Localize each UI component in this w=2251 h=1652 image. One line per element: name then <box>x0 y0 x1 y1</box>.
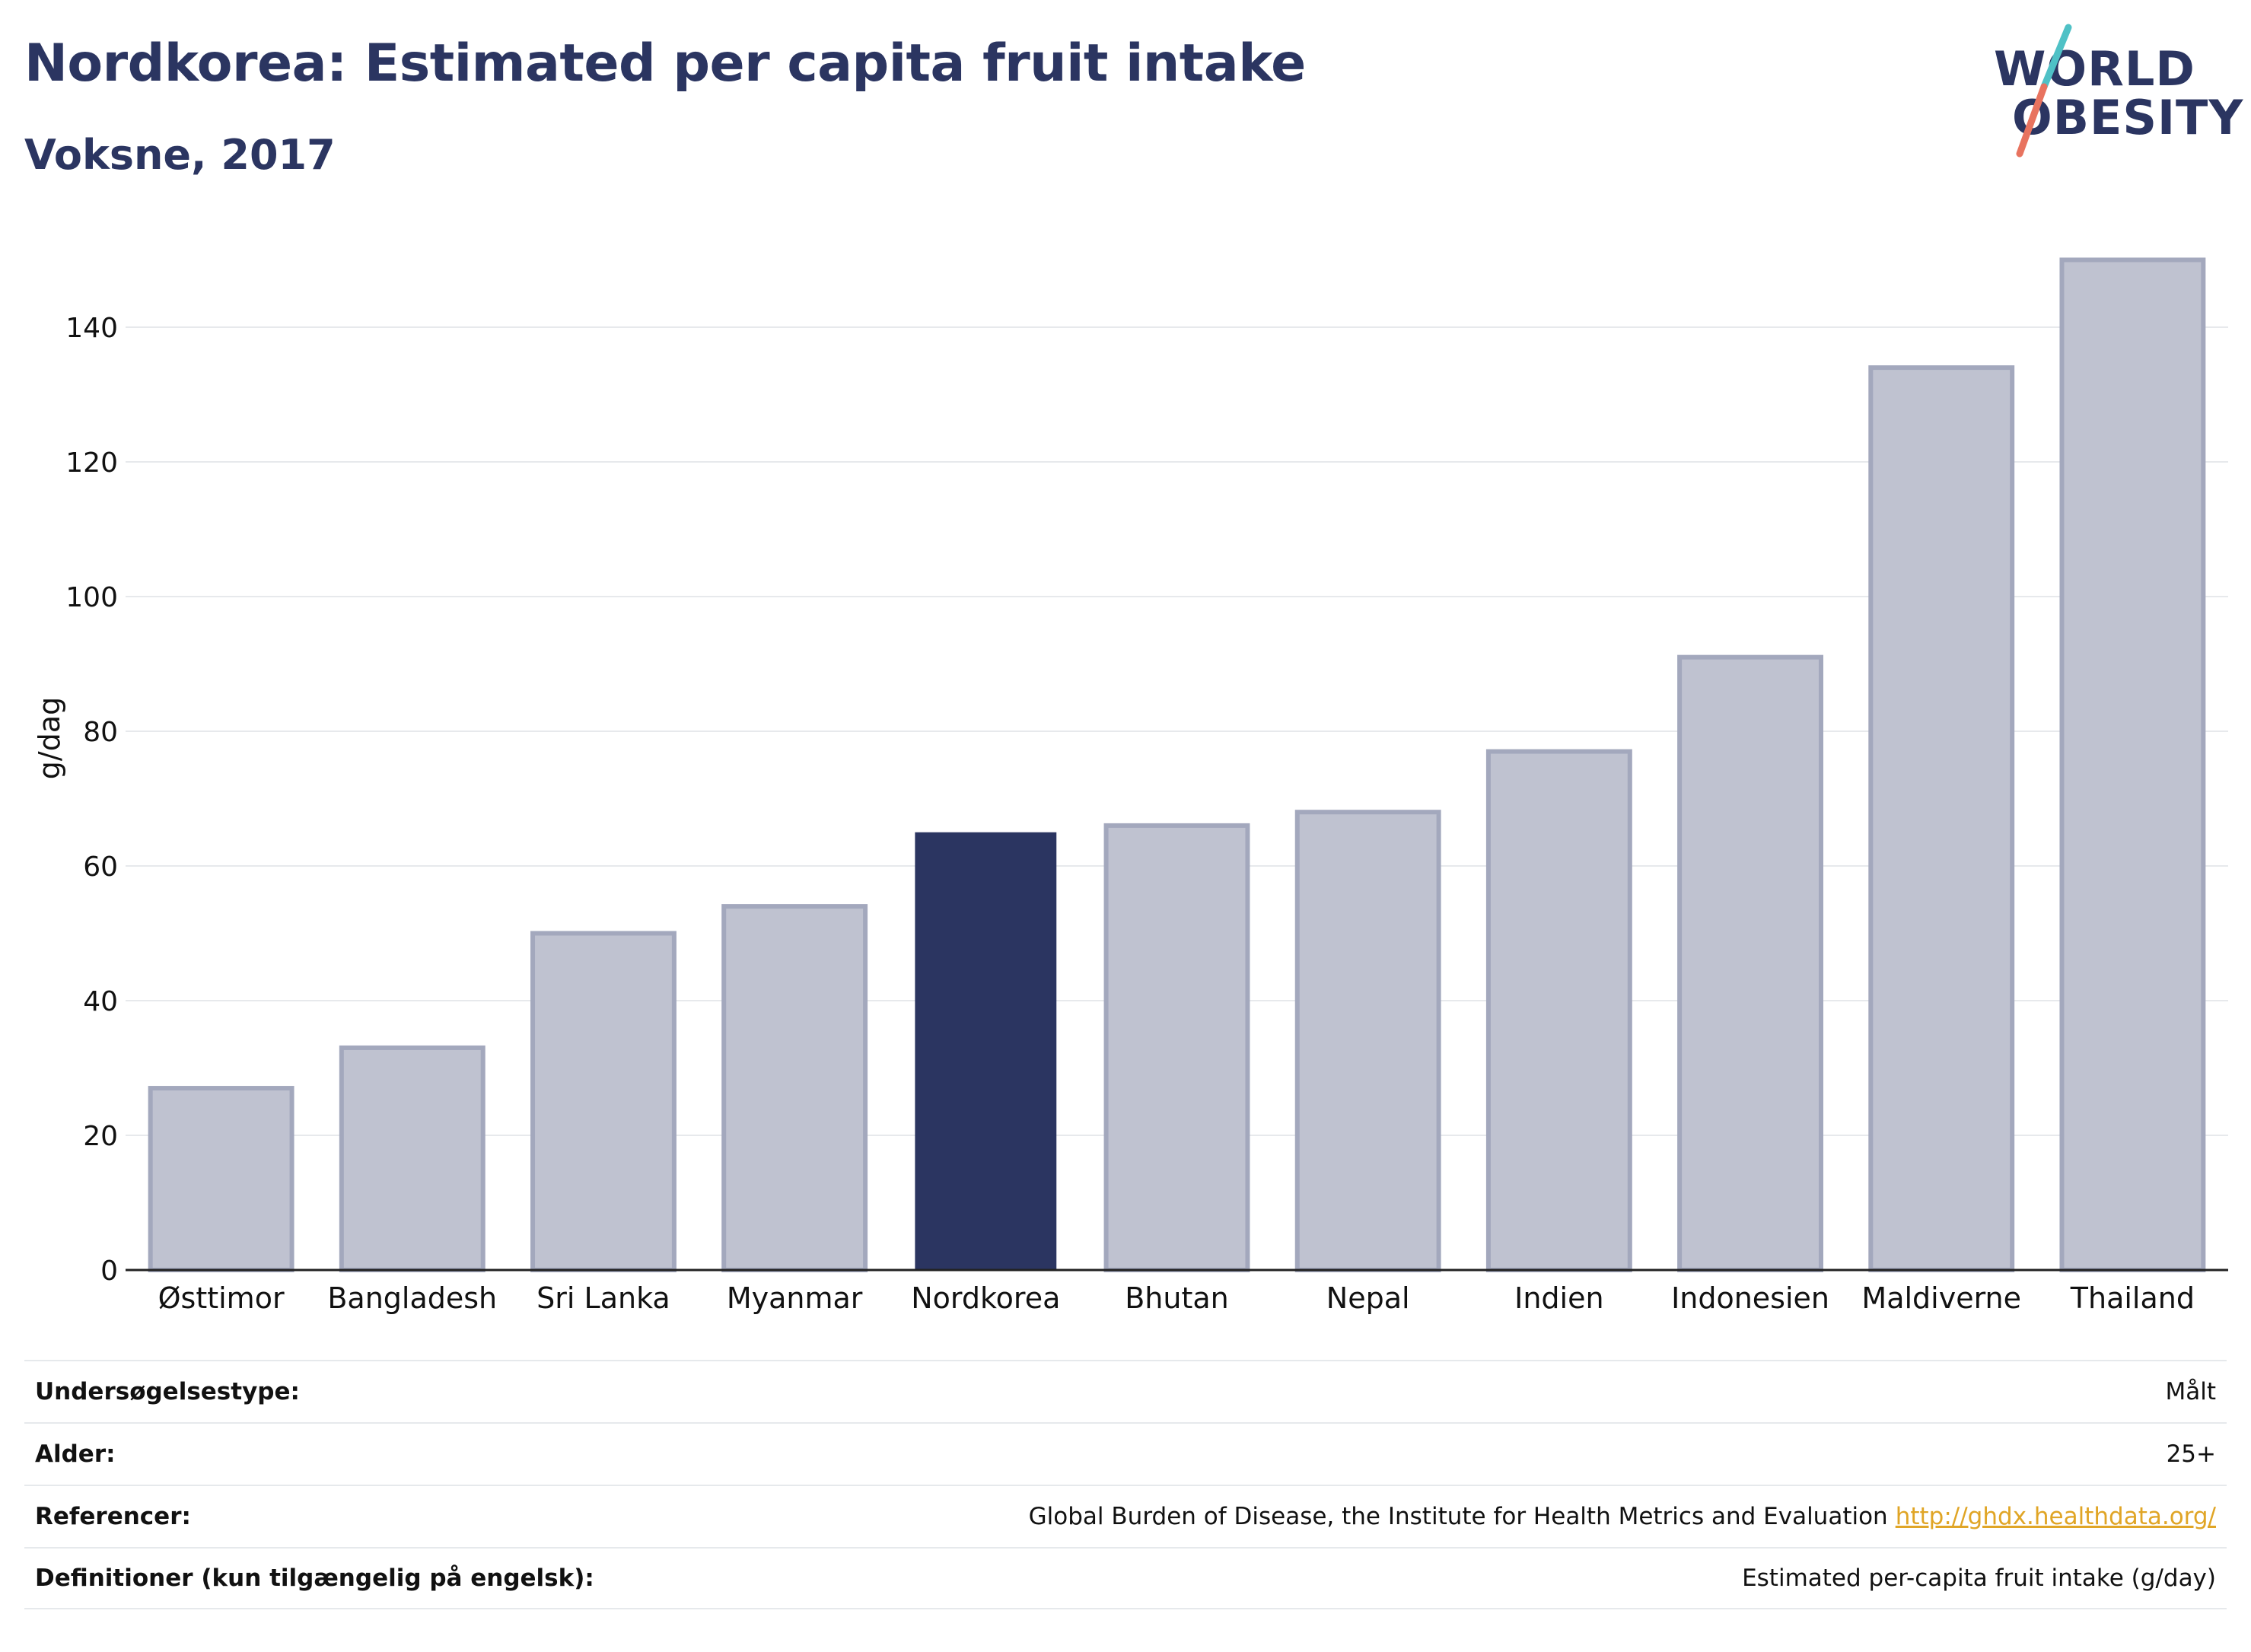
metadata-row: Undersøgelsestype: Målt <box>24 1360 2227 1422</box>
bars <box>148 257 2206 1273</box>
y-tick-label: 40 <box>83 986 118 1017</box>
bar-nordkorea[interactable] <box>915 832 1057 1270</box>
metadata-value-text: 25+ <box>2166 1440 2216 1468</box>
logo-line-1: WORLD <box>1994 41 2195 97</box>
y-tick-label: 20 <box>83 1121 118 1152</box>
metadata-value-text: Global Burden of Disease, the Institute … <box>1028 1503 1888 1530</box>
world-obesity-logo: WORLD OBESITY <box>1979 23 2243 160</box>
metadata-row: Alder: 25+ <box>24 1422 2227 1485</box>
metadata-value: Global Burden of Disease, the Institute … <box>1029 1503 2216 1530</box>
y-tick-label: 100 <box>65 582 118 613</box>
bar-thailand[interactable] <box>2059 257 2206 1272</box>
y-tick-label: 140 <box>65 313 118 344</box>
bar-bhutan[interactable] <box>1103 823 1250 1272</box>
metadata-row: Referencer: Global Burden of Disease, the… <box>24 1485 2227 1547</box>
x-tick-label: Nordkorea <box>911 1281 1060 1315</box>
x-tick-label: Nepal <box>1326 1281 1410 1315</box>
metadata-key: Referencer: <box>35 1503 191 1530</box>
y-tick-label: 120 <box>65 447 118 479</box>
x-tick-label: Myanmar <box>727 1281 863 1315</box>
bar-sri-lanka[interactable] <box>530 931 677 1272</box>
metadata-key: Definitioner (kun tilgængelig på engelsk… <box>35 1564 594 1592</box>
x-tick-label: Indien <box>1514 1281 1603 1315</box>
axes: 0 20 40 60 80 100 120 140 Østtimor Bangladesh Sri … <box>65 313 2228 1315</box>
x-tick-label: Indonesien <box>1671 1281 1829 1315</box>
y-axis-title: g/dag <box>33 697 66 779</box>
reference-link[interactable]: http://ghdx.healthdata.org/ <box>1895 1503 2216 1530</box>
bar-nepal[interactable] <box>1294 810 1441 1272</box>
metadata-value: Målt <box>2165 1378 2216 1405</box>
x-tick-label: Sri Lanka <box>536 1281 670 1315</box>
bar-indonesien[interactable] <box>1677 654 1823 1272</box>
bar-myanmar[interactable] <box>721 904 868 1272</box>
y-tick-label: 80 <box>83 717 118 748</box>
metadata-row: Definitioner (kun tilgængelig på engelsk… <box>24 1547 2227 1609</box>
chart-subtitle: Voksne, 2017 <box>24 131 336 179</box>
x-tick-label: Thailand <box>2070 1281 2195 1315</box>
metadata-key: Alder: <box>35 1440 116 1468</box>
bar-bangladesh[interactable] <box>339 1045 486 1272</box>
metadata-value-text: Målt <box>2165 1378 2216 1405</box>
metadata-value: 25+ <box>2167 1440 2216 1468</box>
x-tick-label: Bangladesh <box>327 1281 497 1315</box>
metadata-table: Undersøgelsestype: Målt Alder: 25+ Reference… <box>24 1360 2227 1609</box>
y-tick-label: 0 <box>100 1256 118 1287</box>
logo-slash-icon <box>2016 24 2072 158</box>
x-tick-label: Bhutan <box>1125 1281 1229 1315</box>
metadata-value: Estimated per-capita fruit intake (g/day… <box>1742 1564 2216 1592</box>
x-tick-label: Østtimor <box>158 1281 285 1315</box>
chart-title: Nordkorea: Estimated per capita fruit in… <box>24 33 1306 94</box>
x-tick-label: Maldiverne <box>1861 1281 2021 1315</box>
bar-chart: 0 20 40 60 80 100 120 140 Østtimor Bangladesh Sri … <box>33 257 2228 1315</box>
y-tick-label: 60 <box>83 851 118 883</box>
logo-line-2: OBESITY <box>2012 90 2244 145</box>
bar-østtimor[interactable] <box>148 1086 295 1273</box>
metadata-key: Undersøgelsestype: <box>35 1378 300 1405</box>
bar-maldiverne[interactable] <box>1868 365 2015 1273</box>
metadata-value-text: Estimated per-capita fruit intake (g/day… <box>1742 1564 2216 1592</box>
bar-indien[interactable] <box>1485 749 1632 1272</box>
